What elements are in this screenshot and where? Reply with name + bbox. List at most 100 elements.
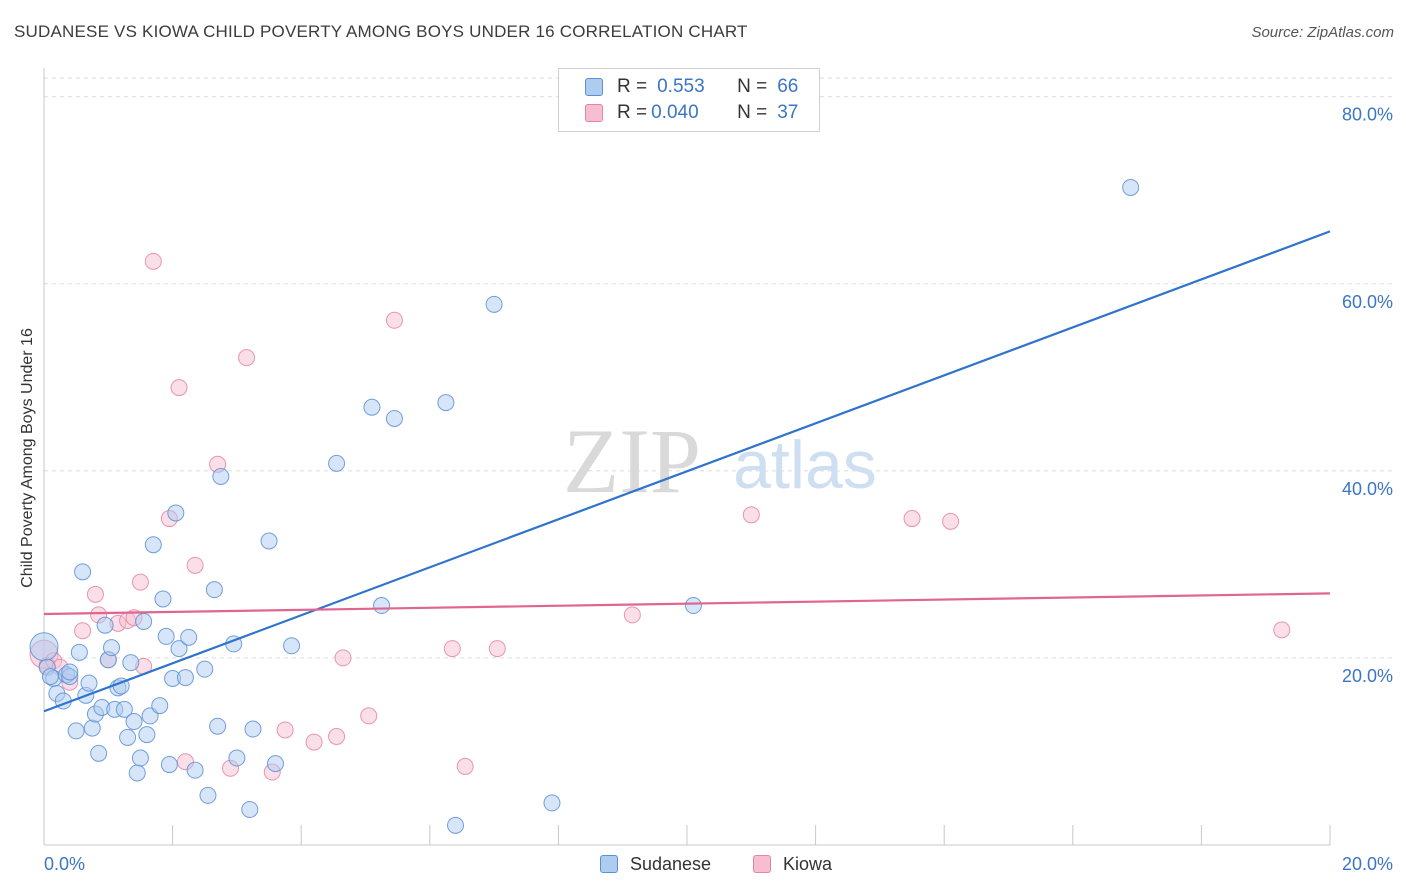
legend-item-kiowa: Kiowa [753, 852, 832, 876]
sudanese-point [115, 700, 133, 718]
sudanese-points [29, 178, 1140, 834]
kiowa-point [334, 649, 352, 667]
x-tick-label-min: 0.0% [44, 854, 85, 874]
kiowa-point [144, 252, 162, 270]
kiowa-point [186, 556, 204, 574]
legend-label-sudanese: Sudanese [630, 853, 712, 874]
sudanese-point [180, 628, 198, 646]
kiowa-point [276, 721, 294, 739]
sudanese-point [186, 761, 204, 779]
chart-title: SUDANESE VS KIOWA CHILD POVERTY AMONG BO… [14, 22, 748, 41]
legend-label-kiowa: Kiowa [783, 853, 833, 874]
sudanese-point [170, 640, 188, 658]
kiowa-trend-line [43, 592, 1331, 616]
legend-r-value: 0.040 [651, 102, 699, 123]
watermark-zip: ZIP [563, 410, 701, 512]
y-tick-label: 60.0% [1342, 292, 1393, 312]
legend-r-label: R = [617, 102, 648, 123]
sudanese-point [67, 722, 85, 740]
kiowa-points [29, 252, 1291, 781]
sudanese-point [266, 755, 284, 773]
sudanese-point [135, 612, 153, 630]
sudanese-point [244, 720, 262, 738]
sudanese-point [61, 663, 79, 681]
tick-labels: 20.0% 40.0% 60.0% 80.0% 0.0% 20.0% [44, 105, 1393, 874]
sudanese-point [157, 627, 175, 645]
sudanese-point [96, 616, 114, 634]
kiowa-point [903, 510, 921, 528]
sudanese-trend-line [43, 230, 1331, 713]
kiowa-point [742, 506, 760, 524]
watermark-atlas: atlas [733, 427, 877, 503]
kiowa-point [1273, 621, 1291, 639]
kiowa-point [170, 379, 188, 397]
sudanese-point [80, 674, 98, 692]
sudanese-point [29, 632, 59, 662]
kiowa-point [488, 640, 506, 658]
sudanese-point [196, 660, 214, 678]
y-tick-label: 40.0% [1342, 479, 1393, 499]
y-tick-label: 20.0% [1342, 666, 1393, 686]
legend-swatch-pink [585, 104, 603, 122]
sudanese-point [228, 749, 246, 767]
sudanese-point [373, 597, 391, 615]
sudanese-point [385, 409, 403, 427]
sudanese-point [41, 668, 59, 686]
legend-r-label: R = [617, 76, 648, 97]
sudanese-point [160, 756, 178, 774]
watermark: ZIP atlas [563, 410, 877, 512]
sudanese-point [684, 597, 702, 615]
sudanese-point [209, 717, 227, 735]
sudanese-point [199, 786, 217, 804]
kiowa-point [942, 512, 960, 530]
sudanese-point [437, 394, 455, 412]
kiowa-point [131, 573, 149, 591]
sudanese-point [131, 749, 149, 767]
legend-n-label: N = [737, 76, 768, 97]
sudanese-point [328, 454, 346, 472]
legend-r-value: 0.553 [657, 76, 705, 97]
kiowa-point [456, 757, 474, 775]
kiowa-point [443, 640, 461, 658]
legend-swatch-blue [600, 855, 618, 873]
sudanese-point [154, 590, 172, 608]
kiowa-point [623, 606, 641, 624]
legend-row-kiowa: R = 0.040 N = 37 [585, 100, 798, 126]
sudanese-point [205, 581, 223, 599]
sudanese-point [1122, 178, 1140, 196]
sudanese-point [70, 643, 88, 661]
source-credit: Source: ZipAtlas.com [1251, 24, 1394, 41]
kiowa-point [328, 727, 346, 745]
sudanese-point [122, 654, 140, 672]
y-tick-label: 80.0% [1342, 105, 1393, 125]
sudanese-point [74, 563, 92, 581]
sudanese-point [90, 744, 108, 762]
sudanese-point [119, 728, 137, 746]
sudanese-point [212, 467, 230, 485]
sudanese-point [144, 536, 162, 554]
sudanese-point [447, 816, 465, 834]
kiowa-point [360, 707, 378, 725]
legend-n-label: N = [737, 102, 768, 123]
sudanese-point [83, 719, 101, 737]
sudanese-point [283, 637, 301, 655]
sudanese-point [103, 639, 121, 657]
sudanese-point [128, 764, 146, 782]
sudanese-point [543, 794, 561, 812]
legend-swatch-blue [585, 78, 603, 96]
x-tick-label-max: 20.0% [1342, 854, 1393, 874]
legend-swatch-pink [753, 855, 771, 873]
sudanese-point [176, 669, 194, 687]
legend-n-value: 37 [777, 102, 799, 123]
sudanese-point [260, 532, 278, 550]
kiowa-point [86, 585, 104, 603]
axes [43, 68, 1330, 846]
kiowa-point [305, 733, 323, 751]
sudanese-point [125, 713, 143, 731]
legend-row-sudanese: R = 0.553 N = 66 [585, 74, 798, 100]
sudanese-point [151, 697, 169, 715]
regression-lines [43, 230, 1331, 713]
kiowa-point [238, 349, 256, 367]
sudanese-point [138, 726, 156, 744]
